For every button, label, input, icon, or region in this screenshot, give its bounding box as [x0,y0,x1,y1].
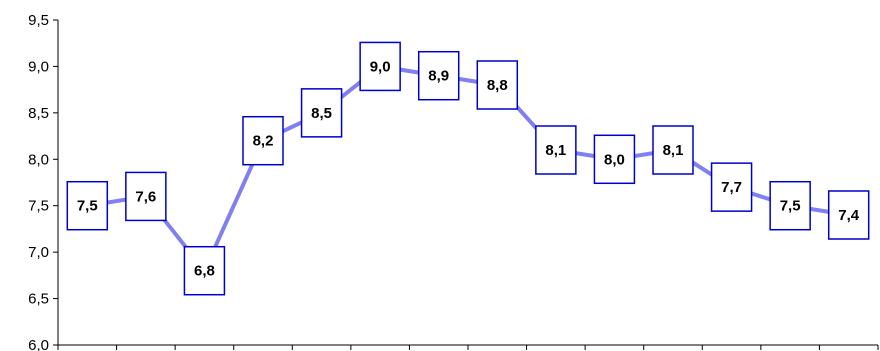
data-label-box [710,162,753,212]
data-label-box [125,171,167,222]
data-point: 8,0 [593,134,636,185]
data-point: 7,5 [769,180,811,231]
data-label: 6,8 [194,263,215,280]
data-point: 8,1 [652,125,694,175]
data-point: 8,9 [417,50,460,101]
data-point: 8,2 [242,115,284,166]
data-label: 7,7 [721,179,742,196]
data-label: 9,0 [370,58,391,75]
y-tick-label: 8,5 [28,105,49,122]
y-axis: 6,0 6,5 7,0 7,5 8,0 8,5 9,0 9,5 [28,12,59,351]
data-label-box [652,125,694,175]
y-tick-label: 9,5 [28,12,49,29]
y-tick-label: 6,0 [28,337,49,351]
data-point: 7,5 [66,180,109,231]
data-label-box [183,245,226,296]
data-point: 8,5 [300,88,343,138]
data-label: 8,1 [663,142,684,159]
data-label-box [242,115,284,166]
y-tick-label: 9,0 [28,58,49,75]
y-tick-label: 6,5 [28,291,49,308]
data-label-box [359,41,401,92]
y-tick-label: 7,5 [28,198,49,215]
data-label-box [827,190,870,240]
data-point: 8,8 [476,60,519,110]
data-label: 8,8 [487,77,508,94]
data-label: 8,2 [253,133,274,150]
data-label-box [66,180,109,231]
data-label: 7,5 [780,198,801,215]
data-label: 8,9 [428,68,449,85]
data-label-box [300,88,343,138]
data-label: 8,0 [604,151,625,168]
y-tick-label: 8,0 [28,151,49,168]
data-label: 7,4 [838,207,860,224]
data-label-box [769,180,811,231]
data-label: 8,1 [545,142,566,159]
data-point: 8,1 [535,125,577,175]
data-point: 9,0 [359,41,401,92]
data-point: 6,8 [183,245,226,296]
data-labels: 7,5 7,6 6,8 8,2 8,5 9,0 8,9 8,8 8,1 8,0 8,1 7,7 7,5 7… [66,41,870,296]
data-label-box [417,50,460,101]
x-axis [57,344,879,350]
y-tick-label: 7,0 [28,244,49,261]
data-point: 7,7 [710,162,753,212]
data-label: 7,6 [135,188,156,205]
data-label-box [535,125,577,175]
data-label-box [593,134,636,185]
data-point: 7,6 [125,171,167,222]
data-label-box [476,60,519,110]
data-label: 7,5 [77,198,98,215]
data-label: 8,5 [311,105,332,122]
data-point: 7,4 [827,190,870,240]
